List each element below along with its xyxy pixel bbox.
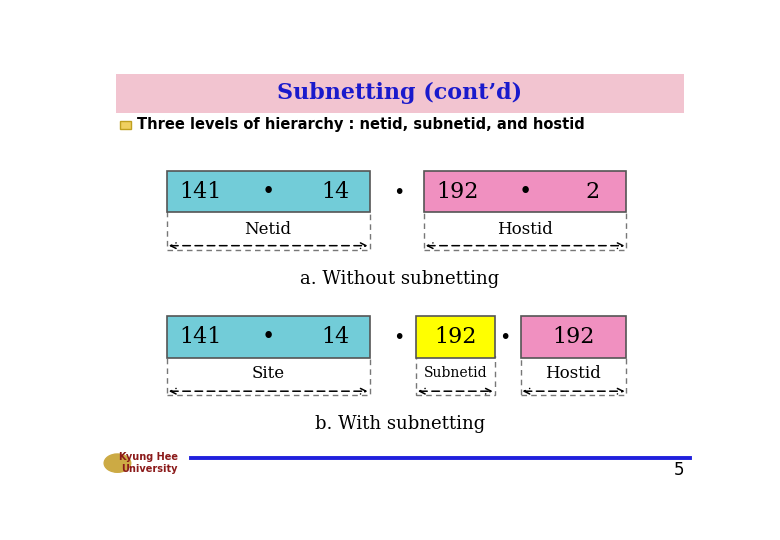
Text: Three levels of hierarchy : netid, subnetid, and hostid: Three levels of hierarchy : netid, subne… xyxy=(136,117,584,132)
Text: Site: Site xyxy=(251,365,285,382)
Text: 192: 192 xyxy=(434,326,477,348)
FancyBboxPatch shape xyxy=(424,171,626,212)
FancyBboxPatch shape xyxy=(416,316,495,358)
Circle shape xyxy=(105,454,131,472)
Text: •: • xyxy=(393,328,404,347)
FancyBboxPatch shape xyxy=(521,316,626,358)
Text: a. Without subnetting: a. Without subnetting xyxy=(300,270,499,288)
Text: •: • xyxy=(519,180,532,202)
Text: •: • xyxy=(261,180,275,202)
Text: •: • xyxy=(393,183,404,202)
Text: 14: 14 xyxy=(321,180,350,202)
FancyBboxPatch shape xyxy=(167,171,370,212)
Text: 141: 141 xyxy=(179,326,222,348)
Text: 5: 5 xyxy=(673,461,684,479)
Text: •: • xyxy=(499,328,511,347)
Text: 2: 2 xyxy=(586,180,600,202)
Text: 14: 14 xyxy=(321,326,350,348)
Text: 141: 141 xyxy=(179,180,222,202)
Text: Netid: Netid xyxy=(244,220,292,238)
Text: 192: 192 xyxy=(552,326,594,348)
FancyBboxPatch shape xyxy=(115,74,684,113)
Text: •: • xyxy=(261,326,275,348)
Text: b. With subnetting: b. With subnetting xyxy=(314,415,485,434)
Text: Subnetid: Subnetid xyxy=(424,366,488,380)
Text: Kyung Hee
University: Kyung Hee University xyxy=(119,452,179,474)
Text: Subnetting (cont’d): Subnetting (cont’d) xyxy=(277,82,523,104)
Text: 192: 192 xyxy=(437,180,479,202)
FancyBboxPatch shape xyxy=(120,121,131,129)
FancyBboxPatch shape xyxy=(167,316,370,358)
Text: Hostid: Hostid xyxy=(497,220,553,238)
Text: Hostid: Hostid xyxy=(545,365,601,382)
